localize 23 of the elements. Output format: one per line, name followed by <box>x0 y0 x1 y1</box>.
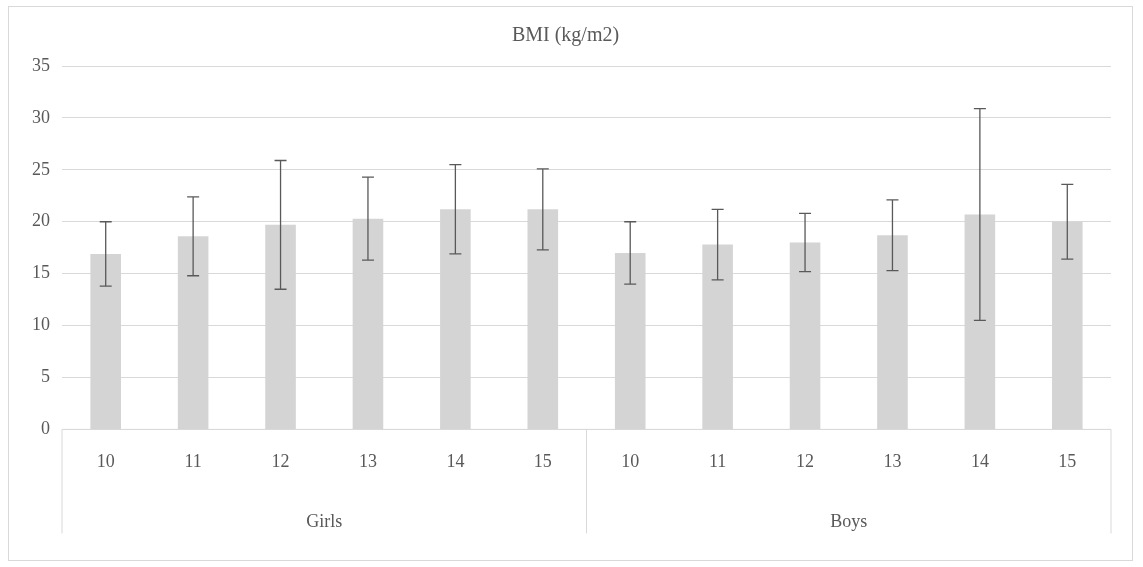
x-tick-label: 13 <box>358 450 377 471</box>
x-tick-label: 14 <box>970 450 989 471</box>
x-tick-label: 15 <box>533 450 552 471</box>
x-tick-label: 14 <box>446 450 465 471</box>
x-tick-label: 12 <box>271 450 290 471</box>
x-tick-label: 12 <box>796 450 815 471</box>
x-tick-label: 11 <box>708 450 727 471</box>
y-tick-label: 15 <box>32 262 50 283</box>
y-tick-label: 20 <box>32 210 50 231</box>
chart-title: BMI (kg/m2) <box>511 23 620 47</box>
text: Boys <box>830 511 868 532</box>
y-tick-label: 30 <box>32 106 50 127</box>
y-tick-label: 25 <box>32 158 50 179</box>
x-tick-label: 13 <box>883 450 902 471</box>
text: Girls <box>306 511 343 532</box>
y-tick-label: 35 <box>32 54 50 75</box>
x-tick-label: 10 <box>96 450 115 471</box>
y-tick-label: 5 <box>41 366 50 387</box>
x-tick-label: 15 <box>1058 450 1077 471</box>
x-tick-label: 11 <box>184 450 202 471</box>
y-tick-label: 10 <box>32 314 50 335</box>
y-tick-label: 0 <box>41 418 50 439</box>
x-tick-label: 10 <box>621 450 640 471</box>
